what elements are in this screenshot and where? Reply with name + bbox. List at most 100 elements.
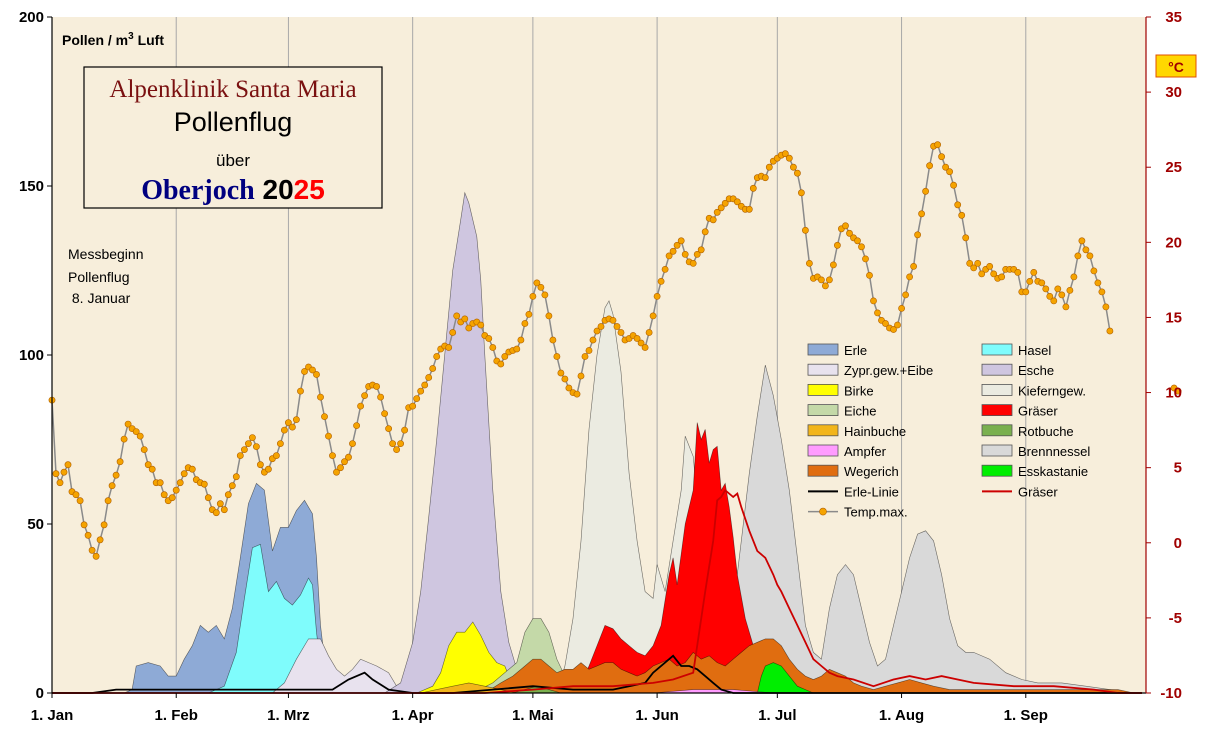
temp-point	[433, 353, 441, 360]
temp-point	[301, 368, 308, 375]
y2-tick-label: 30	[1165, 84, 1182, 101]
temp-point	[168, 494, 176, 502]
title-pollenflug: Pollenflug	[174, 107, 293, 137]
y2-tick-label: 10	[1165, 385, 1182, 402]
temp-point	[345, 453, 352, 461]
x-tick-label: 1. Feb	[155, 707, 198, 724]
temp-point	[645, 329, 653, 336]
legend-swatch-graeser	[981, 404, 1013, 417]
temp-point	[537, 283, 545, 291]
temp-point	[284, 419, 292, 426]
temp-point	[1054, 285, 1062, 293]
temp-point	[116, 458, 124, 466]
temp-point	[593, 327, 601, 335]
temp-point	[577, 372, 585, 380]
temperature-series	[48, 141, 1182, 560]
temp-point	[1046, 292, 1054, 300]
right-axis-ticks: -10 -5 0 5 10 15 20 25 30 35	[1146, 9, 1182, 702]
y2-tick-label: 35	[1165, 9, 1182, 26]
temp-point	[689, 259, 697, 267]
y-tick-label: 0	[36, 685, 44, 702]
temp-point	[377, 393, 384, 401]
temp-point	[565, 384, 573, 392]
temp-point	[385, 425, 392, 432]
temp-point	[188, 465, 196, 473]
temp-point	[922, 187, 929, 195]
temp-point	[333, 468, 340, 476]
y2-tick-label: 5	[1174, 460, 1182, 477]
temp-point	[541, 291, 549, 299]
temp-point	[934, 141, 941, 149]
temp-point	[1014, 268, 1022, 276]
temp-point	[701, 228, 709, 236]
temp-point	[325, 432, 332, 440]
y2-axis-label: °C	[1168, 59, 1184, 75]
legend-label-erle-linie: Erle-Linie	[844, 484, 899, 499]
temp-point	[1082, 246, 1090, 254]
temp-point	[653, 292, 661, 300]
note-line-3: 8. Januar	[68, 290, 131, 306]
temp-point	[80, 521, 88, 529]
temp-point	[785, 154, 793, 162]
x-tick-label: 1. Jan	[31, 707, 74, 724]
temp-point	[798, 189, 805, 197]
y2-tick-label: -5	[1169, 610, 1182, 627]
temp-point	[717, 204, 725, 212]
temp-point	[834, 241, 841, 249]
temp-point	[1070, 273, 1078, 281]
temp-point	[866, 271, 873, 279]
temp-point	[401, 426, 408, 434]
legend-label-zypr-gew-eibe: Zypr.gew.+Eibe	[844, 363, 933, 378]
temp-point	[112, 471, 120, 479]
temp-point	[429, 365, 437, 372]
area-esskastanie	[756, 662, 814, 694]
temp-point	[357, 402, 364, 410]
title-clinic: Alpenklinik Santa Maria	[109, 76, 356, 103]
temp-point	[677, 237, 685, 245]
temp-point	[790, 163, 797, 171]
temp-point	[585, 347, 593, 354]
temp-point	[337, 464, 344, 472]
temp-point	[946, 168, 953, 176]
temp-point	[501, 353, 509, 360]
legend-swatch-zypr-gew-eibe	[807, 363, 839, 376]
temp-point	[641, 344, 649, 351]
x-tick-label: 1. Apr	[392, 707, 434, 724]
temp-point	[561, 375, 569, 383]
temp-point	[140, 446, 148, 453]
legend-label-brennnessel: Brennnessel	[1018, 444, 1090, 459]
temp-point	[870, 297, 877, 305]
temp-point	[361, 392, 368, 399]
y-tick-label: 50	[27, 516, 44, 533]
temp-point	[745, 205, 753, 213]
temp-point	[204, 494, 212, 502]
temp-point	[557, 369, 565, 377]
temp-point	[657, 277, 665, 285]
temp-point	[617, 329, 625, 336]
temp-point	[321, 413, 328, 420]
temp-point	[389, 440, 396, 447]
x-tick-label: 1. Jun	[635, 707, 678, 724]
temp-point	[549, 336, 557, 344]
y2-tick-label: 0	[1174, 535, 1182, 552]
temp-point	[144, 461, 152, 469]
temp-point	[477, 321, 485, 329]
temp-point	[974, 259, 982, 267]
temp-point	[854, 237, 861, 245]
temp-point	[910, 262, 917, 270]
temp-point	[288, 423, 296, 431]
legend-label-hasel: Hasel	[1018, 343, 1051, 358]
temp-point	[822, 282, 829, 290]
temp-point	[697, 246, 705, 254]
temp-point	[461, 315, 469, 323]
temp-point	[521, 320, 529, 327]
temp-point	[373, 383, 380, 390]
temp-point	[297, 387, 304, 395]
temp-point	[613, 323, 621, 330]
y2-tick-label: 15	[1165, 309, 1182, 326]
temp-point	[160, 491, 168, 499]
y2-tick-label: 20	[1165, 234, 1182, 251]
temp-point	[1086, 252, 1094, 260]
legend-swatch-kieferngew	[981, 383, 1013, 396]
